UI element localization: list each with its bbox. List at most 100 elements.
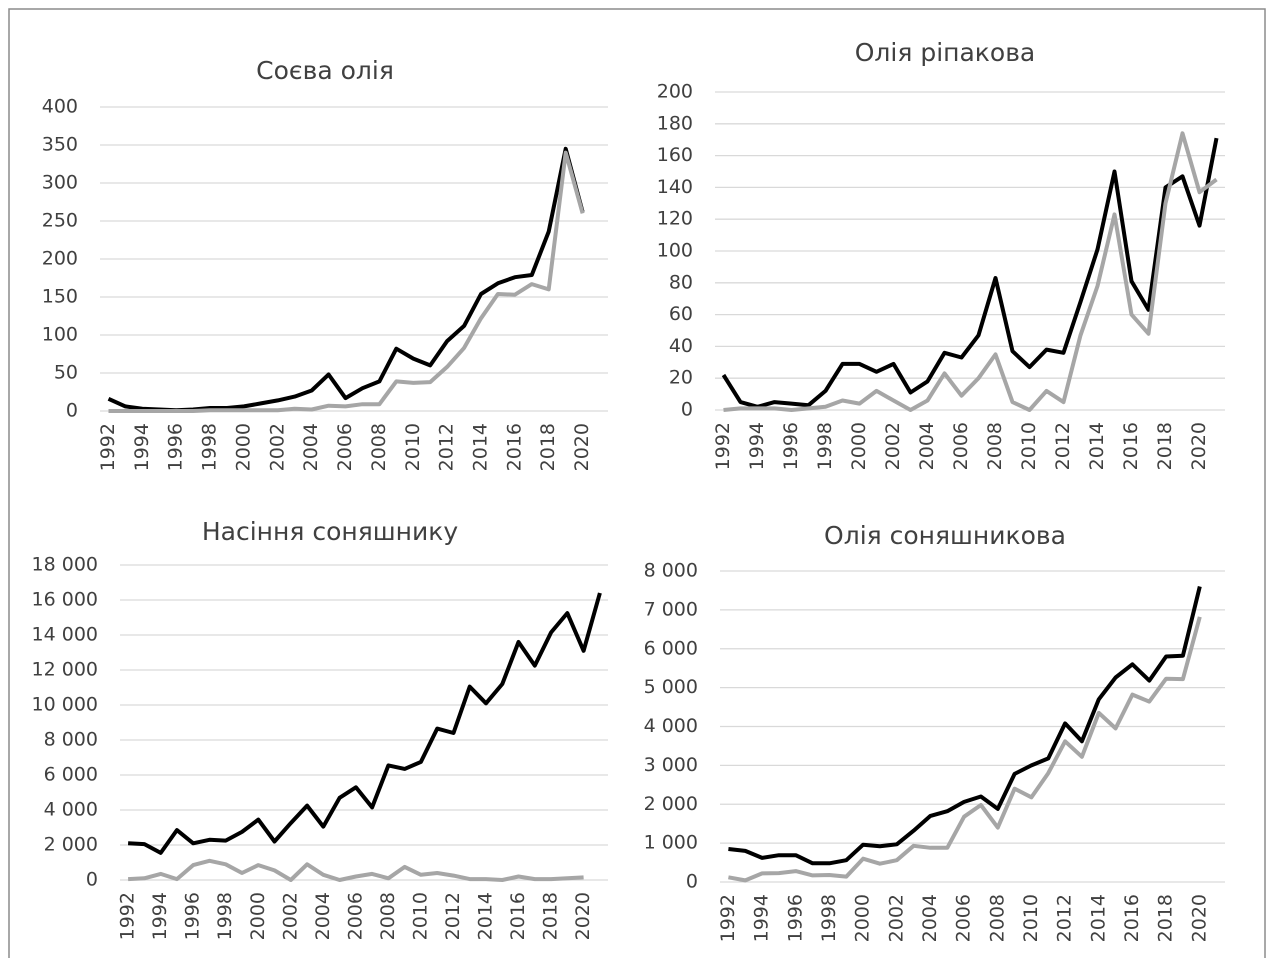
y-tick-label: 180: [657, 112, 693, 134]
series-line: [107, 146, 585, 413]
x-tick-label: 2020: [572, 892, 594, 940]
x-tick-label: 2006: [344, 892, 366, 940]
x-tick-label: 1998: [818, 894, 840, 942]
series-line: [723, 131, 1218, 412]
x-tick-label: 2012: [436, 423, 458, 471]
y-tick-label: 18 000: [32, 554, 98, 576]
x-tick-label: 2004: [312, 892, 334, 940]
y-tick-label: 4 000: [44, 799, 98, 821]
chart-title: Олія ріпакова: [855, 38, 1036, 67]
x-tick-label: 2018: [1155, 894, 1177, 942]
x-tick-label: 1998: [199, 423, 221, 471]
x-tick-label: 2010: [1020, 894, 1042, 942]
x-tick-label: 2008: [377, 892, 399, 940]
x-tick-label: 2006: [953, 894, 975, 942]
x-tick-label: 1992: [717, 894, 739, 942]
y-tick-label: 8 000: [44, 729, 98, 751]
x-tick-label: 2018: [1154, 422, 1176, 470]
x-tick-label: 1998: [214, 892, 236, 940]
x-tick-label: 2000: [247, 892, 269, 940]
x-tick-label: 1996: [780, 422, 802, 470]
x-tick-label: 2018: [537, 423, 559, 471]
x-tick-label: 2016: [1121, 894, 1143, 942]
x-tick-label: 1998: [814, 422, 836, 470]
y-tick-label: 40: [669, 335, 693, 357]
x-tick-label: 2004: [300, 423, 322, 471]
x-tick-label: 1996: [165, 423, 187, 471]
x-tick-label: 2016: [503, 423, 525, 471]
x-tick-label: 1994: [746, 422, 768, 470]
x-tick-label: 2020: [571, 423, 593, 471]
x-tick-label: 2012: [1052, 422, 1074, 470]
y-tick-label: 250: [42, 210, 78, 232]
y-tick-label: 10 000: [32, 694, 98, 716]
x-tick-label: 2014: [1087, 894, 1109, 942]
x-tick-label: 2000: [848, 422, 870, 470]
x-tick-label: 2004: [919, 894, 941, 942]
x-tick-label: 2016: [1120, 422, 1142, 470]
y-tick-label: 16 000: [32, 589, 98, 611]
x-tick-label: 2000: [852, 894, 874, 942]
x-tick-label: 1994: [131, 423, 153, 471]
x-tick-label: 1996: [784, 894, 806, 942]
x-tick-label: 2010: [1018, 422, 1040, 470]
x-tick-label: 2010: [402, 423, 424, 471]
x-tick-label: 2004: [916, 422, 938, 470]
x-tick-label: 2002: [882, 422, 904, 470]
y-tick-label: 400: [42, 96, 78, 118]
x-tick-label: 2002: [885, 894, 907, 942]
x-tick-label: 2020: [1188, 422, 1210, 470]
series-line: [728, 586, 1202, 866]
y-tick-label: 80: [669, 271, 693, 293]
y-tick-label: 1 000: [644, 832, 698, 854]
x-tick-label: 1996: [182, 892, 204, 940]
y-tick-label: 0: [681, 399, 693, 421]
y-tick-label: 200: [42, 248, 78, 270]
x-tick-label: 1994: [149, 892, 171, 940]
x-tick-label: 2010: [409, 892, 431, 940]
chart-title: Насіння соняшнику: [202, 517, 458, 546]
y-tick-label: 120: [657, 208, 693, 230]
y-tick-label: 350: [42, 134, 78, 156]
y-tick-label: 6 000: [44, 764, 98, 786]
series-line: [108, 150, 585, 413]
x-tick-label: 1994: [751, 894, 773, 942]
series-line: [128, 858, 584, 882]
frame: [8, 8, 1266, 958]
x-tick-label: 2008: [984, 422, 1006, 470]
y-tick-label: 150: [42, 286, 78, 308]
x-tick-label: 2002: [266, 423, 288, 471]
y-tick-label: 14 000: [32, 624, 98, 646]
y-tick-label: 0: [686, 871, 698, 893]
x-tick-label: 2020: [1188, 894, 1210, 942]
y-tick-label: 100: [42, 324, 78, 346]
x-tick-label: 2016: [507, 892, 529, 940]
x-tick-label: 2006: [334, 423, 356, 471]
x-tick-label: 2012: [1054, 894, 1076, 942]
y-tick-label: 2 000: [644, 793, 698, 815]
y-tick-label: 12 000: [32, 659, 98, 681]
chart-title: Олія соняшникова: [824, 521, 1066, 550]
y-tick-label: 2 000: [44, 834, 98, 856]
series-line: [721, 137, 1219, 409]
series-line: [128, 592, 602, 855]
x-tick-label: 2002: [279, 892, 301, 940]
y-tick-label: 5 000: [644, 676, 698, 698]
y-tick-label: 7 000: [644, 598, 698, 620]
x-tick-label: 1992: [712, 422, 734, 470]
x-tick-label: 2014: [475, 892, 497, 940]
y-tick-label: 50: [54, 362, 78, 384]
y-tick-label: 0: [86, 869, 98, 891]
y-tick-label: 3 000: [644, 754, 698, 776]
x-tick-label: 2008: [368, 423, 390, 471]
y-tick-label: 0: [66, 400, 78, 422]
x-tick-label: 2014: [470, 423, 492, 471]
x-tick-label: 2000: [232, 423, 254, 471]
y-tick-label: 6 000: [644, 637, 698, 659]
x-tick-label: 2008: [986, 894, 1008, 942]
x-tick-label: 2006: [950, 422, 972, 470]
x-tick-label: 2018: [540, 892, 562, 940]
y-tick-label: 100: [657, 240, 693, 262]
x-tick-label: 1992: [117, 892, 139, 940]
